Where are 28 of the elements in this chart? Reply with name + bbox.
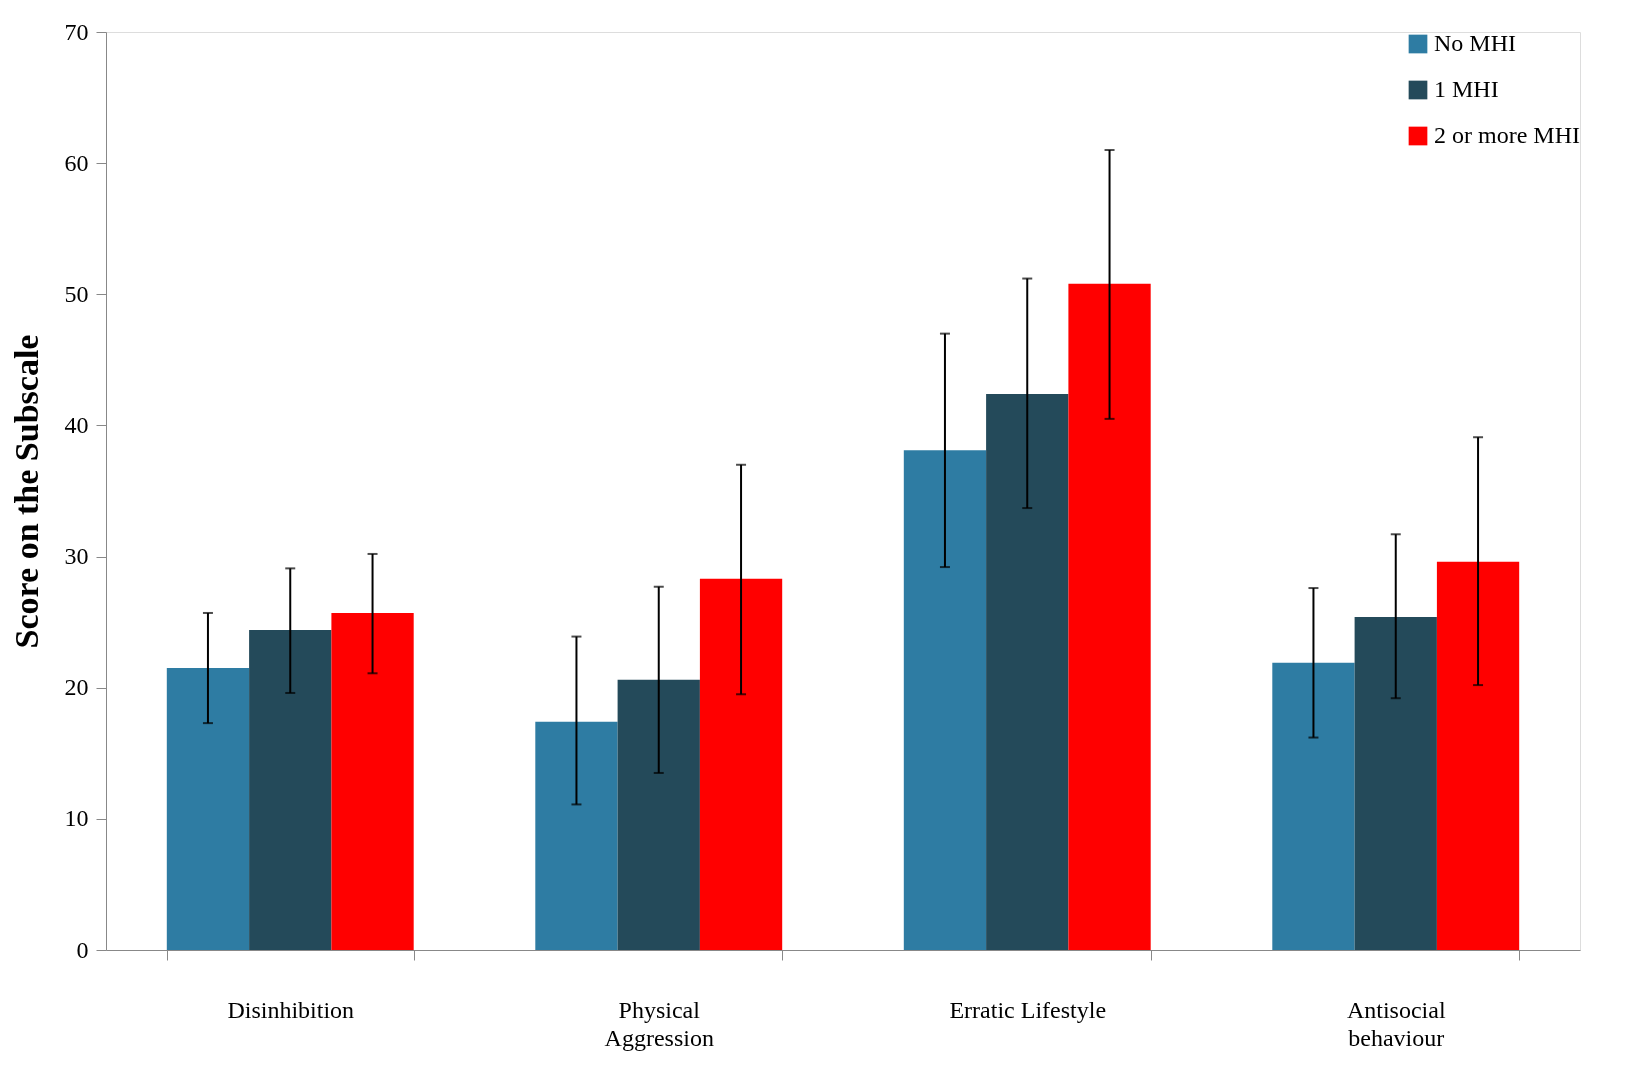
x-tick-label: Disinhibition xyxy=(227,996,355,1023)
y-tick-label: 50 xyxy=(64,280,89,307)
y-tick-label: 60 xyxy=(64,149,89,176)
y-tick-label: 70 xyxy=(64,18,89,45)
bar xyxy=(331,612,414,950)
y-tick-label: 20 xyxy=(64,674,89,701)
bar xyxy=(1354,616,1437,950)
y-tick-label: 30 xyxy=(64,543,89,570)
bar xyxy=(1436,561,1520,950)
legend-label: No MHI xyxy=(1434,30,1516,56)
y-tick-label: 40 xyxy=(64,411,89,438)
x-tick-label: Physical Aggression xyxy=(604,996,714,1051)
bar xyxy=(986,393,1069,950)
bar xyxy=(166,668,250,950)
bar xyxy=(535,721,618,950)
y-tick-label: 10 xyxy=(64,805,89,832)
bar xyxy=(699,578,783,950)
x-tick-label: Erratic Lifestyle xyxy=(949,996,1107,1023)
bar xyxy=(1068,283,1151,950)
x-tick-label: Antisocial behaviour xyxy=(1346,996,1446,1051)
legend-label: 1 MHI xyxy=(1434,76,1499,102)
bar xyxy=(617,679,700,950)
bar xyxy=(903,450,987,950)
bar xyxy=(249,630,332,950)
y-axis-title: Score on the Subscale xyxy=(7,334,45,649)
bar xyxy=(1272,662,1355,950)
legend-label: 2 or more MHI xyxy=(1434,122,1580,148)
y-tick-label: 0 xyxy=(76,936,89,963)
